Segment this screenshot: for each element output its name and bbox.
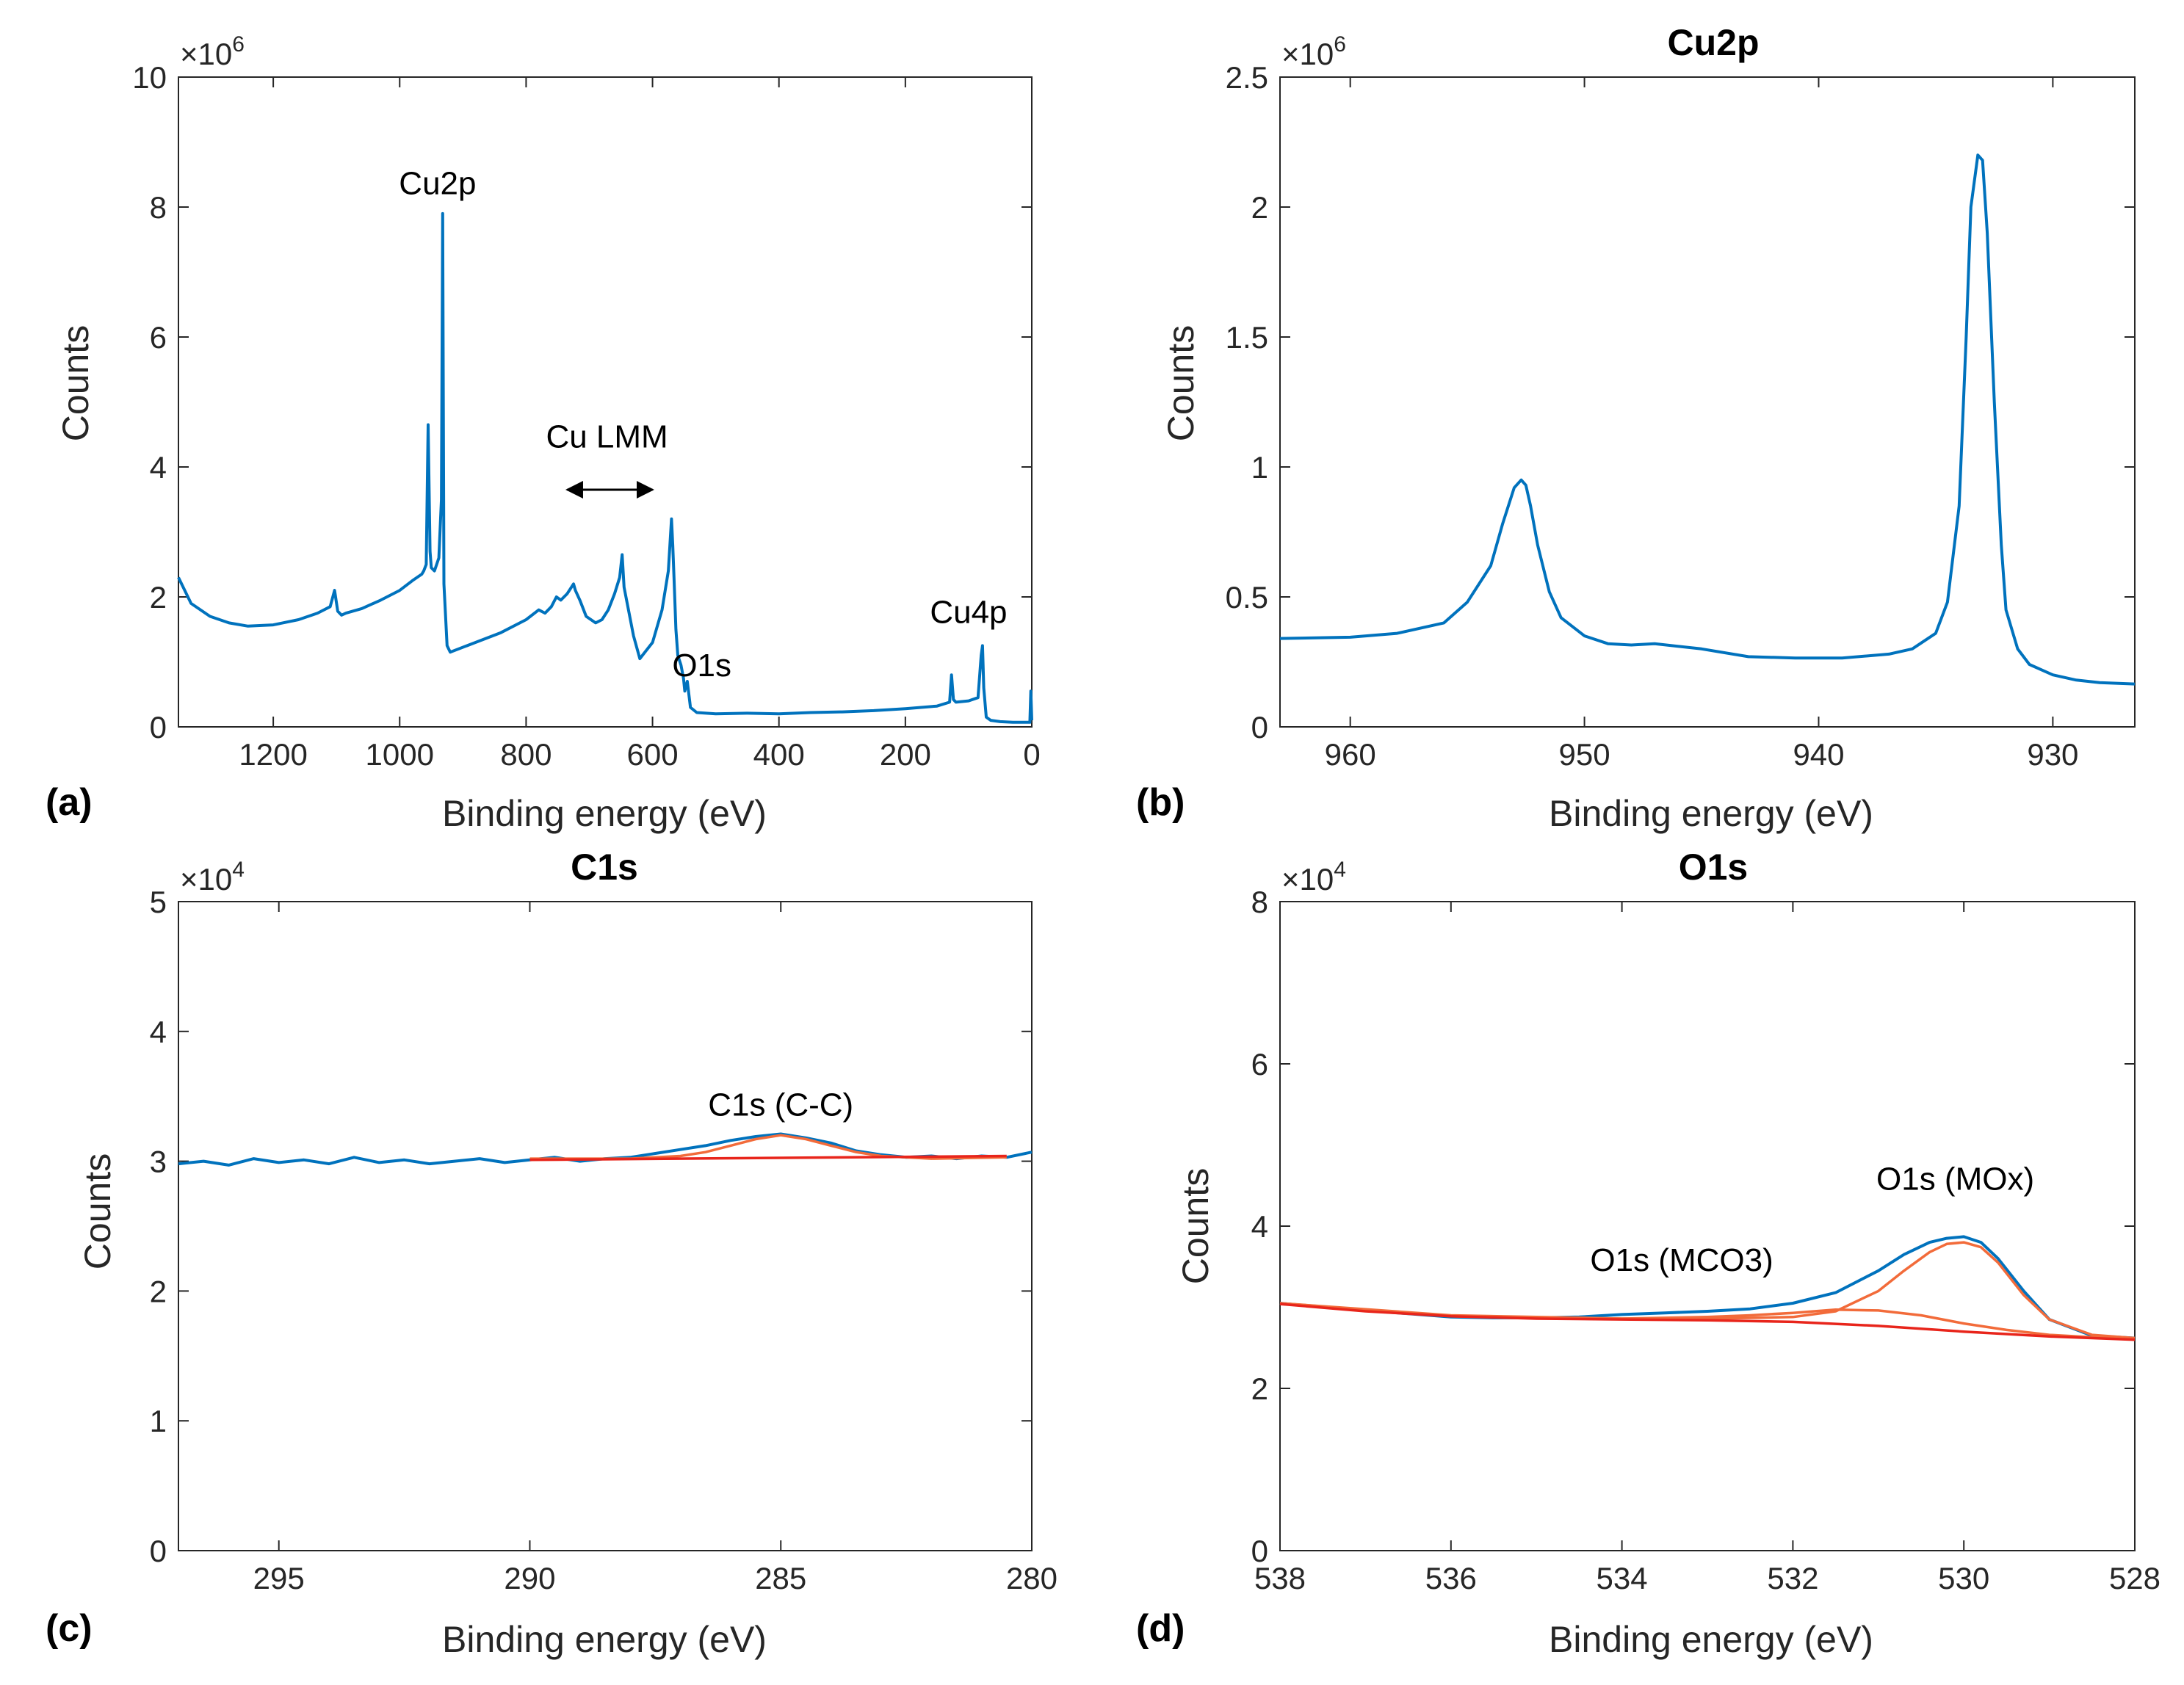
panel-b-ytick-label: 0.5 [1226,580,1268,615]
panel-d-xtick-label: 536 [1425,1561,1477,1595]
panel-d-xtick-label: 534 [1597,1561,1648,1595]
panel-c-y-exponent: ×104 [180,858,245,896]
panel-b-series-data [1279,153,2136,686]
panel-a-y-exponent: ×106 [180,32,245,71]
panel-a-ytick-label: 6 [150,320,167,355]
panel-b-xtick-label: 960 [1325,737,1376,772]
panel-a-xtick-label: 400 [753,737,805,772]
panel-a-series-data [177,211,1033,724]
panel-a: Counts Binding energy (eV) (a) ×106 1200… [46,32,1041,834]
panel-b-ytick-label: 2 [1251,190,1268,225]
panel-b: Cu2p Counts Binding energy (eV) (b) ×106… [1136,22,2136,834]
panel-d-annotation: O1s (MCO3) [1590,1242,1773,1278]
panel-b-ylabel: Counts [1160,325,1201,441]
panel-b-axes-frame [1279,76,2136,728]
panel-d-series-baseline [1279,1302,2136,1341]
panel-b-ytick-label: 1 [1251,450,1268,485]
panel-c-xlabel: Binding energy (eV) [442,1619,767,1660]
panel-a-xtick-label: 1200 [239,737,307,772]
panel-a-xtick-label: 0 [1023,737,1040,772]
panel-d-xtick-label: 532 [1767,1561,1818,1595]
panel-a-xtick-label: 600 [627,737,679,772]
panel-c-xtick-label: 285 [755,1561,806,1595]
panel-d-xlabel: Binding energy (eV) [1549,1619,1873,1660]
panel-a-ytick-label: 4 [150,450,167,485]
panel-c-ytick-label: 5 [150,885,167,919]
panel-d-label: (d) [1136,1607,1185,1650]
panel-b-ytick-label: 1.5 [1226,320,1268,355]
panel-a-xtick-label: 1000 [366,737,434,772]
panel-b-xlabel: Binding energy (eV) [1549,793,1873,834]
panel-c-xtick-label: 280 [1006,1561,1057,1595]
panel-a-xtick-label: 200 [880,737,931,772]
panel-d-ytick-label: 8 [1251,885,1268,919]
panel-d-axes-frame [1279,901,2136,1551]
panel-c-xtick-label: 290 [504,1561,555,1595]
panel-d-title: O1s [1679,847,1749,888]
panel-d-xtick-label: 530 [1938,1561,1989,1595]
panel-a-ytick-label: 8 [150,190,167,225]
panel-d-y-exponent: ×104 [1281,858,1346,896]
panel-c-title: C1s [571,847,638,888]
panel-d-xtick-label: 528 [2109,1561,2161,1595]
panel-c: C1s Counts Binding energy (eV) (c) ×104 … [46,847,1057,1660]
panel-c-ytick-label: 1 [150,1404,167,1438]
panel-b-ytick-label: 2.5 [1226,60,1268,95]
panel-a-ytick-label: 0 [150,710,167,744]
panel-b-y-exponent: ×106 [1281,32,1346,71]
panel-c-ytick-label: 0 [150,1534,167,1568]
panel-b-xtick-label: 950 [1559,737,1610,772]
panel-d-annotation: O1s (MOx) [1876,1161,2034,1197]
panel-b-label: (b) [1136,781,1185,824]
panel-b-title: Cu2p [1668,22,1760,63]
panel-a-ytick-label: 2 [150,580,167,615]
panel-c-xtick-label: 295 [253,1561,305,1595]
panel-c-ylabel: Counts [77,1153,118,1269]
panel-c-ytick-label: 3 [150,1145,167,1179]
panel-b-ytick-label: 0 [1251,710,1268,744]
panel-a-ylabel: Counts [55,325,96,441]
panel-a-annotation: Cu2p [399,165,476,201]
panel-c-series-baseline [529,1154,1007,1162]
panel-d: O1s Counts Binding energy (eV) (d) ×104 … [1136,847,2161,1660]
panel-c-annotation: C1s (C-C) [708,1087,853,1123]
panel-c-label: (c) [46,1607,93,1650]
panel-a-annotation: Cu4p [930,594,1007,630]
panel-d-ytick-label: 0 [1251,1534,1268,1568]
panel-b-xtick-label: 940 [1793,737,1844,772]
panel-a-label: (a) [46,781,93,824]
panel-c-axes-frame [178,901,1033,1551]
panel-a-xlabel: Binding energy (eV) [442,793,767,834]
panel-a-annotation: O1s [672,648,731,684]
panel-d-ylabel: Counts [1175,1168,1216,1284]
panel-a-axes-frame [178,76,1033,728]
panel-c-ytick-label: 4 [150,1015,167,1049]
panel-b-xtick-label: 930 [2027,737,2078,772]
panel-a-annotation: Cu LMM [546,418,668,454]
panel-d-ytick-label: 2 [1251,1371,1268,1406]
panel-d-ytick-label: 6 [1251,1047,1268,1081]
panel-a-ytick-label: 10 [132,60,167,95]
panel-d-xtick-label: 538 [1254,1561,1306,1595]
panel-a-xtick-label: 800 [500,737,552,772]
panel-d-ytick-label: 4 [1251,1209,1268,1244]
panel-c-ytick-label: 2 [150,1274,167,1308]
